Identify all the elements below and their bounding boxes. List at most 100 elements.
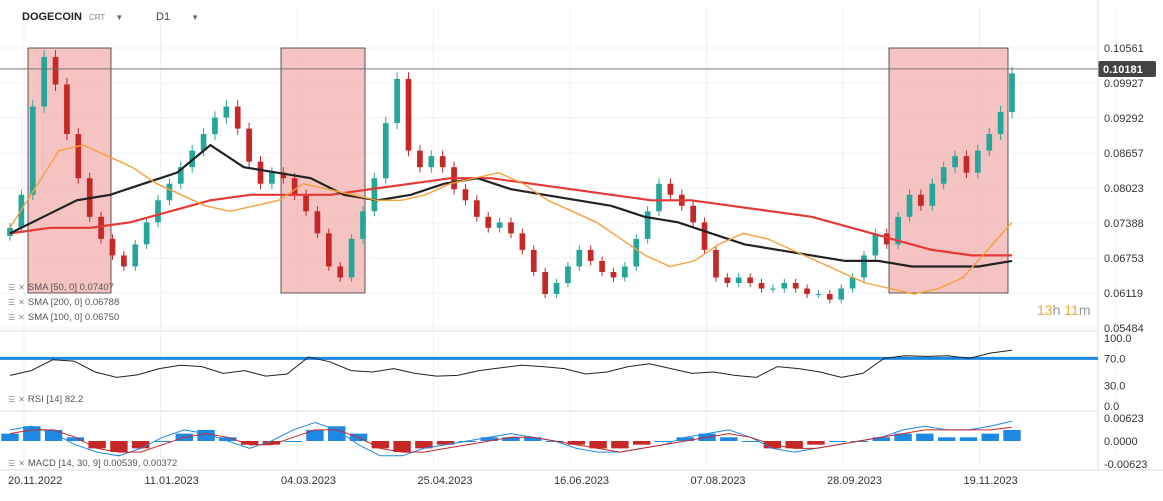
macd-histogram-bar <box>1003 429 1021 441</box>
candle-body <box>177 167 184 184</box>
candle-body <box>246 128 252 162</box>
price-tick-label: 0.08023 <box>1104 183 1144 195</box>
macd-histogram-bar <box>197 429 215 441</box>
legend-sma200[interactable]: ☰ ✕ SMA [200, 0] 0.06788 <box>8 297 119 308</box>
timer-hours-unit: h <box>1052 302 1061 318</box>
candle-body <box>121 255 127 267</box>
candle-body <box>974 150 981 173</box>
candle-body <box>462 189 469 201</box>
macd-histogram-bar <box>306 429 324 441</box>
candle-body <box>234 106 241 129</box>
chevron-down-icon: ▼ <box>115 13 124 22</box>
candle-body <box>895 216 901 245</box>
macd-histogram-bar <box>1 433 19 441</box>
candle-body <box>997 112 1004 135</box>
legend-sma100[interactable]: ☰ ✕ SMA [100, 0] 0.06750 <box>8 312 119 323</box>
symbol-selector[interactable]: DOGECOIN CRT ▼ <box>22 11 123 23</box>
macd-histogram-bar <box>524 437 542 441</box>
candle-body <box>644 211 651 239</box>
x-tick-label: 11.01.2023 <box>145 475 199 487</box>
candle-body <box>667 183 674 195</box>
macd-histogram-bar <box>589 441 607 449</box>
symbol-name: DOGECOIN <box>22 11 82 23</box>
candle-body <box>29 106 36 195</box>
x-tick-label: 28.09.2023 <box>827 475 882 487</box>
candle-body <box>382 123 389 179</box>
settings-icon[interactable]: ☰ <box>8 459 16 468</box>
macd-histogram-bar <box>371 441 390 449</box>
candle-body <box>986 134 993 151</box>
candle-body <box>724 277 731 283</box>
macd-histogram-bar <box>741 441 760 442</box>
legend-rsi[interactable]: ☰ ✕ RSI [14] 82.2 <box>8 394 83 405</box>
macd-histogram-bar <box>720 437 738 441</box>
candle-body <box>758 282 765 289</box>
macd-histogram-bar <box>611 441 629 449</box>
settings-icon[interactable]: ☰ <box>8 283 16 292</box>
candle-body <box>109 238 116 256</box>
macd-histogram-bar <box>676 437 694 441</box>
candle-body <box>906 194 913 217</box>
settings-icon[interactable]: ☰ <box>8 395 16 404</box>
candle-body <box>75 134 82 179</box>
close-icon[interactable]: ✕ <box>18 283 25 292</box>
candle-body <box>143 222 150 245</box>
sma50-line <box>9 144 1013 295</box>
rsi-line <box>9 349 1013 378</box>
close-icon[interactable]: ✕ <box>18 313 25 322</box>
settings-icon[interactable]: ☰ <box>8 298 16 307</box>
macd-histogram-bar <box>284 441 302 442</box>
macd-histogram-bar <box>415 441 433 449</box>
close-icon[interactable]: ✕ <box>18 395 25 404</box>
candle-body <box>701 222 708 250</box>
timeframe-selector[interactable]: D1 ▼ <box>156 11 199 23</box>
legend-macd[interactable]: ☰ ✕ MACD [14, 30, 9] 0.00539, 0.00372 <box>8 458 177 469</box>
timer-hours: 13 <box>1037 302 1053 318</box>
settings-icon[interactable]: ☰ <box>8 313 16 322</box>
candle-body <box>918 194 924 206</box>
timer-minutes-unit: m <box>1078 302 1091 318</box>
x-tick-label: 16.06.2023 <box>554 475 609 487</box>
candle-body <box>360 211 366 239</box>
price-tick-label: 0.10561 <box>1104 43 1144 55</box>
candle-body <box>576 249 583 267</box>
x-tick-label: 19.11.2023 <box>964 475 1018 487</box>
macd-histogram-bar <box>872 437 891 441</box>
candle-body <box>622 266 628 278</box>
candle-body <box>132 244 139 267</box>
candle-body <box>542 271 549 295</box>
candle-body <box>587 249 594 261</box>
candle-body <box>325 233 332 267</box>
candle-body <box>439 156 446 168</box>
legend-rsi-label: RSI [14] 82.2 <box>27 394 84 405</box>
macd-histogram-bar <box>959 437 978 441</box>
x-tick-label: 25.04.2023 <box>418 475 473 487</box>
macd-histogram-bar <box>110 441 128 453</box>
macd-histogram-bar <box>262 441 281 445</box>
candle-body <box>18 194 25 228</box>
price-tick-label: 0.06753 <box>1104 253 1144 265</box>
close-icon[interactable]: ✕ <box>18 459 25 468</box>
price-tick-label: 0.08657 <box>1104 148 1144 160</box>
close-icon[interactable]: ✕ <box>18 298 25 307</box>
candle-body <box>963 156 970 173</box>
candle-body <box>747 277 753 283</box>
macd-histogram-bar <box>88 441 106 449</box>
rsi-tick-label: 30.0 <box>1104 381 1125 393</box>
rsi-tick-label: 100.0 <box>1104 333 1132 345</box>
legend-sma50[interactable]: ☰ ✕ SMA [50, 0] 0.07407 <box>8 282 114 293</box>
candle-body <box>496 222 503 228</box>
candle-body <box>417 150 423 168</box>
macd-histogram-bar <box>219 437 237 441</box>
candle-body <box>599 260 605 272</box>
candle-body <box>166 183 173 201</box>
candle-body <box>394 78 400 124</box>
candle-body <box>348 238 355 278</box>
legend-macd-label: MACD [14, 30, 9] 0.00539, 0.00372 <box>27 458 178 469</box>
candle-body <box>781 282 788 289</box>
price-tick-label: 0.06119 <box>1104 288 1143 300</box>
candle-body <box>269 172 275 184</box>
macd-histogram-bar <box>916 433 934 441</box>
candle-body <box>291 178 298 195</box>
